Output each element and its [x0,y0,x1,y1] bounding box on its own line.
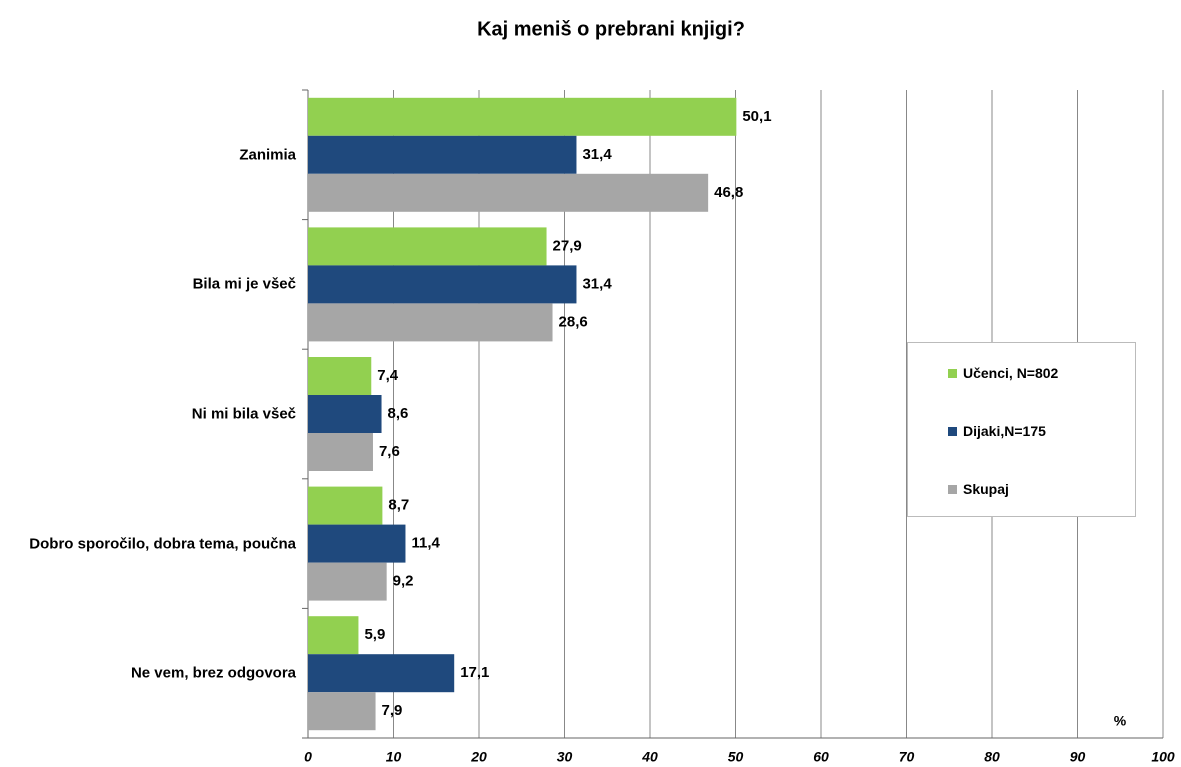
data-label: 7,9 [382,702,403,719]
data-label: 31,4 [582,146,612,163]
bar [308,654,455,693]
x-tick-label: 10 [386,749,402,765]
y-tick-label: Ne vem, brez odgovora [130,664,296,682]
data-label: 31,4 [582,275,612,292]
bar [308,135,577,174]
data-label: 5,9 [364,626,385,643]
data-label: 7,6 [379,443,400,460]
x-tick-label: 60 [813,749,829,765]
bar [308,616,359,655]
data-label: 8,6 [388,405,409,422]
legend-item: Skupaj [948,481,1009,497]
data-label: 11,4 [411,535,440,552]
data-label: 50,1 [742,108,771,125]
bar [308,486,383,525]
legend-label: Dijaki,N=175 [963,423,1046,439]
legend-swatch [948,484,957,494]
bar [308,433,373,471]
bar [308,395,382,433]
x-tick-label: 70 [899,749,915,765]
legend: Učenci, N=802 Dijaki,N=175 Skupaj [907,342,1136,517]
x-tick-label: 80 [984,749,1000,765]
x-tick-label: 40 [641,749,658,765]
bar [308,562,387,601]
data-label: 28,6 [559,313,588,330]
chart-title: Kaj meniš o prebrani knjigi? [477,18,745,40]
bar [308,524,406,563]
x-tick-label: 0 [304,749,312,765]
legend-item: Učenci, N=802 [948,365,1058,381]
y-tick-label: Zanimia [239,146,296,164]
y-tick-label: Bila mi je všeč [192,275,296,293]
x-tick-label: 20 [470,749,487,765]
data-label: 27,9 [553,237,582,254]
x-tick-label: 30 [557,749,573,765]
bar [308,357,372,395]
legend-label: Skupaj [963,481,1009,497]
legend-swatch [948,368,957,378]
data-label: 7,4 [377,367,399,384]
data-label: 8,7 [388,497,409,514]
data-label: 46,8 [714,184,743,201]
y-tick-label: Dobro sporočilo, dobra tema, poučna [29,535,296,553]
x-tick-label: 100 [1151,749,1175,765]
y-tick-label: Ni mi bila všeč [191,405,296,423]
data-label: 9,2 [393,573,414,590]
bar [308,265,577,304]
legend-swatch [948,426,957,436]
bar [308,692,376,731]
x-axis-label: % [1114,713,1127,729]
bar [308,227,547,266]
legend-item: Dijaki,N=175 [948,423,1046,439]
bar [308,303,553,342]
bar [308,173,709,212]
data-label: 17,1 [460,664,489,681]
x-tick-label: 90 [1070,749,1086,765]
bar [308,97,737,136]
x-tick-label: 50 [728,749,744,765]
legend-label: Učenci, N=802 [963,365,1059,381]
